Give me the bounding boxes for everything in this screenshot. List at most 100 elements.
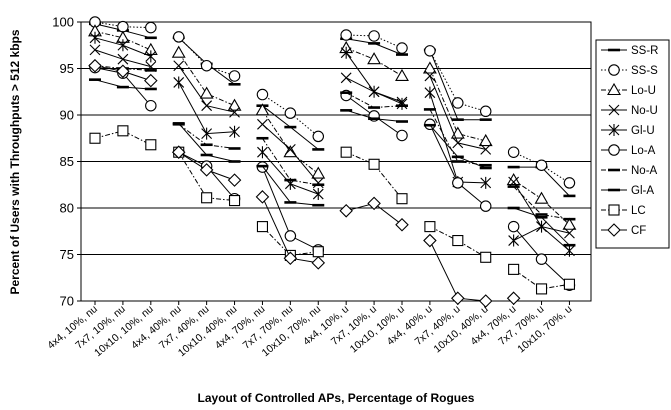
series-lc-marker	[535, 283, 548, 295]
legend-item-no-a: No-A	[601, 165, 658, 177]
series-no-u-marker	[89, 44, 101, 56]
series-ss-r-line	[429, 49, 486, 121]
series-lo-a-marker	[284, 230, 297, 242]
legend-item-lc: LC	[601, 204, 646, 217]
series-gl-u-marker	[480, 176, 492, 189]
series-gl-u-marker	[564, 244, 575, 257]
y-tick-label: 90	[60, 108, 74, 123]
legend-item-lo-a: Lo-A	[601, 144, 656, 157]
series-no-u	[89, 44, 575, 239]
series-lo-u-marker	[227, 98, 242, 111]
series-ss-s-marker	[507, 146, 520, 158]
y-axis-ticks: 70 75 80 85 90 95 100	[52, 15, 81, 309]
series-gl-u	[89, 31, 575, 257]
series-gl-u-marker	[257, 146, 268, 159]
y-axis-title: Percent of Users with Throughputs > 512 …	[8, 29, 22, 294]
series-ss-s-marker	[479, 105, 492, 118]
series-lc-line	[429, 226, 486, 258]
series-lo-a	[89, 61, 576, 291]
series-cf-marker	[116, 64, 130, 79]
series-no-u-marker	[117, 53, 129, 65]
series-cf-marker	[199, 163, 214, 177]
series-lo-u	[88, 24, 577, 230]
series-gl-u-marker	[396, 97, 408, 110]
series-lc-marker	[480, 251, 492, 263]
legend-label: Gl-A	[631, 185, 654, 197]
series-lo-a-marker	[507, 220, 520, 233]
series-cf-marker	[395, 217, 409, 232]
series-no-a	[89, 64, 576, 221]
series-lo-u-marker	[534, 191, 549, 204]
series-lc-marker	[89, 132, 101, 144]
legend-item-cf-marker	[607, 223, 621, 237]
legend: SS-R SS-S Lo-U No-U Gl-U Lo-A No-A Gl-A LC CF	[595, 39, 670, 249]
series-lc	[89, 125, 575, 295]
series-gl-u-marker	[117, 39, 129, 52]
legend-label: SS-R	[631, 45, 658, 57]
series-no-u-marker	[424, 70, 436, 82]
legend-box	[595, 39, 670, 249]
series-lo-u-marker	[367, 52, 382, 65]
series-lo-u-marker	[422, 61, 437, 74]
series-lo-u-marker	[283, 145, 298, 158]
y-tick-label: 80	[60, 201, 74, 216]
y-tick-label: 100	[52, 15, 74, 30]
series-cf-marker	[171, 145, 186, 159]
legend-item-ss-s-marker	[608, 64, 620, 76]
series-gl-u-marker	[229, 125, 240, 138]
series-lo-u-marker	[171, 45, 186, 58]
series-ss-s-marker	[284, 107, 297, 119]
series-ss-s-line	[262, 94, 319, 137]
series-gl-u-marker	[508, 234, 520, 247]
series-gl-a	[89, 78, 576, 247]
series-ss-s-marker	[368, 30, 380, 42]
series-cf-marker	[423, 233, 437, 248]
series-gl-u-marker	[424, 86, 436, 99]
legend-label: No-A	[631, 165, 658, 177]
series-cf-marker	[311, 256, 326, 270]
legend-item-lo-a-marker	[608, 144, 620, 156]
legend-label: Gl-U	[631, 125, 655, 137]
series-no-u-marker	[312, 177, 324, 189]
series-gl-u-marker	[536, 220, 547, 233]
legend-item-cf: CF	[601, 223, 646, 237]
legend-label: SS-S	[631, 65, 658, 77]
x-axis-title: Layout of Controlled APs, Percentage of …	[198, 391, 475, 405]
series-ss-s-marker	[340, 29, 352, 41]
y-tick-label: 70	[60, 294, 74, 309]
series-no-u-marker	[480, 144, 492, 155]
series-lo-u-marker	[478, 133, 493, 147]
series-lo-u-marker	[255, 103, 270, 116]
series-lo-u-marker	[311, 166, 326, 179]
series-ss-s-marker	[396, 42, 408, 54]
series-lo-u-line	[261, 110, 319, 174]
series-gl-u-marker	[173, 76, 185, 89]
series-lo-a-marker	[452, 177, 464, 189]
series-cf-marker	[478, 294, 493, 308]
series-lc-marker	[117, 125, 129, 137]
legend-item-gl-u: Gl-U	[601, 124, 655, 137]
y-tick-label: 95	[60, 61, 74, 76]
series-ss-s-marker	[452, 97, 464, 109]
series-lc-marker	[340, 146, 352, 158]
series-lo-u-marker	[562, 217, 577, 230]
legend-item-no-u-marker	[608, 104, 620, 116]
legend-item-lo-u: Lo-U	[601, 82, 656, 97]
series-ss-s-marker	[145, 21, 157, 34]
series-cf-marker	[451, 291, 465, 305]
series-gl-u-marker	[201, 127, 213, 140]
series-cf-marker	[506, 291, 521, 305]
series-lc-marker	[452, 235, 464, 247]
series-no-u-marker	[229, 106, 240, 118]
legend-item-lc-marker	[608, 204, 620, 216]
series-lc-marker	[312, 246, 324, 258]
series-lo-u-marker	[506, 172, 521, 186]
series-lo-a-marker	[145, 99, 157, 112]
series-ss-s-marker	[535, 159, 548, 171]
legend-item-ss-s: SS-S	[601, 64, 658, 77]
series-no-u-marker	[340, 72, 352, 84]
series-ss-s	[89, 16, 576, 189]
series-no-u-marker	[284, 144, 296, 155]
legend-item-ss-r: SS-R	[601, 45, 658, 57]
